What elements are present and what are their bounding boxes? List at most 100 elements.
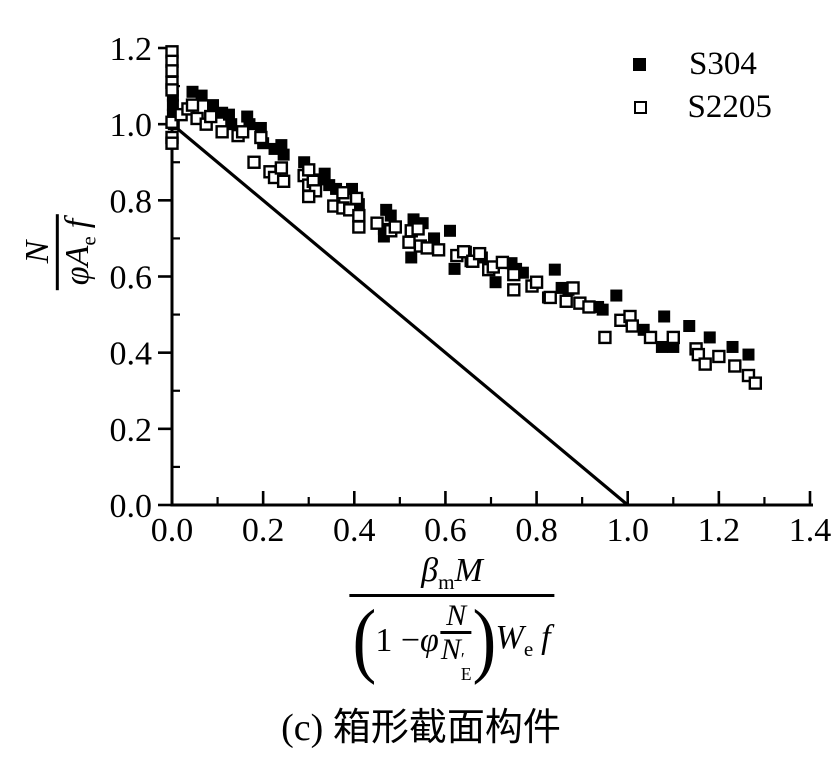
data-point-s304 <box>384 209 397 222</box>
data-point-s304 <box>318 167 331 180</box>
data-point-s304 <box>243 118 256 131</box>
axis-ticks <box>158 46 812 507</box>
x-tick-label: 1.0 <box>606 512 649 549</box>
data-point-s2205 <box>507 283 521 297</box>
data-point-s2205 <box>748 376 763 390</box>
We-f-term: We f <box>495 619 551 662</box>
data-point-s2205 <box>247 155 261 169</box>
subfigure-caption: (c) 箱形截面构件 <box>281 707 561 749</box>
data-point-s304 <box>277 148 290 161</box>
data-point-s2205 <box>559 294 573 308</box>
data-point-s2205 <box>598 330 612 345</box>
inner-fraction-N-over-NE: N N ′ E <box>440 598 472 684</box>
y-tick-label: 0.8 <box>110 183 153 220</box>
data-point-s2205 <box>712 349 726 364</box>
data-point-s2205 <box>204 109 218 124</box>
y-tick-label: 0.0 <box>110 488 153 525</box>
data-point-s2205 <box>254 130 268 145</box>
legend-item-s304: S304 <box>633 47 772 81</box>
data-point-s2205 <box>495 255 510 270</box>
data-point-s304 <box>655 340 668 353</box>
data-point-s2205 <box>431 243 446 257</box>
data-point-s304 <box>610 289 623 302</box>
close-paren: ) <box>472 593 497 687</box>
x-tick-label: 0.0 <box>151 512 194 549</box>
y-tick-label: 0.2 <box>110 412 153 449</box>
data-point-s2205 <box>466 254 480 268</box>
data-point-s2205 <box>666 330 680 345</box>
data-point-s2205 <box>165 64 179 78</box>
data-point-s2205 <box>370 216 384 230</box>
fraction-bar <box>349 593 555 597</box>
open-paren: ( <box>352 593 377 687</box>
x-axis-label: βmM ( 1 −φ N N ′ E ) We f <box>349 552 555 682</box>
y-label-numerator: N <box>18 240 56 264</box>
data-point-s304 <box>489 276 502 289</box>
data-point-s304 <box>222 108 235 121</box>
axis-tick-labels: 0.0 0.2 0.4 0.6 0.8 1.0 1.2 1.4 0.0 0.2 0.4 0.6 0.8 1… <box>110 31 832 549</box>
data-point-s2205 <box>691 347 706 362</box>
legend-item-s2205: S2205 <box>633 90 772 124</box>
data-point-s2205 <box>507 267 521 282</box>
data-point-s2205 <box>698 357 712 371</box>
y-tick-label: 0.4 <box>110 336 153 373</box>
data-point-s304 <box>225 118 238 131</box>
x-label-denominator: ( 1 −φ N N ′ E ) We f <box>349 597 554 682</box>
data-point-s2205 <box>388 220 402 234</box>
data-point-s304 <box>726 340 739 353</box>
data-point-s2205 <box>215 125 229 139</box>
data-point-s2205 <box>420 241 434 255</box>
data-point-s304 <box>275 139 288 152</box>
data-point-s2205 <box>411 222 425 236</box>
x-tick-label: 1.4 <box>789 512 832 549</box>
data-point-s2205 <box>165 136 179 150</box>
x-tick-label: 0.4 <box>333 512 376 549</box>
data-point-s2205 <box>302 189 316 204</box>
data-point-s2205 <box>582 300 596 314</box>
design-interaction-line <box>170 122 629 507</box>
data-point-s2205 <box>456 245 471 259</box>
data-point-s2205 <box>566 281 580 295</box>
data-point-s2205 <box>352 220 366 234</box>
data-point-s304 <box>658 310 671 323</box>
data-point-s2205 <box>728 359 742 373</box>
y-tick-label: 1.2 <box>110 31 153 68</box>
y-tick-label: 0.6 <box>110 260 153 297</box>
data-point-s2205 <box>336 186 350 200</box>
series-s304-points <box>166 85 755 361</box>
data-point-s2205 <box>352 208 366 223</box>
legend: S304 S2205 <box>633 47 772 124</box>
data-point-s2205 <box>165 115 179 129</box>
data-point-s304 <box>742 348 755 361</box>
data-point-s2205 <box>349 191 364 206</box>
data-point-s304 <box>703 331 716 344</box>
legend-label: S2205 <box>687 88 772 125</box>
data-point-s2205 <box>625 319 639 333</box>
data-point-s304 <box>548 263 561 276</box>
x-label-numerator: βmM <box>421 552 483 594</box>
data-point-s2205 <box>543 290 557 305</box>
data-point-s2205 <box>276 174 291 188</box>
x-tick-label: 1.2 <box>698 512 741 549</box>
data-point-s304 <box>683 320 696 333</box>
data-point-s2205 <box>165 83 179 97</box>
filled-square-marker-icon <box>633 57 646 71</box>
series-s2205-points <box>165 45 763 390</box>
data-point-s2205 <box>529 275 544 289</box>
y-label-denominator: φAef <box>59 218 102 286</box>
data-point-s304 <box>443 224 456 237</box>
open-square-marker-icon <box>633 100 647 114</box>
data-point-s2205 <box>274 161 289 175</box>
data-point-s2205 <box>235 125 250 139</box>
x-tick-label: 0.8 <box>515 512 558 549</box>
y-tick-label: 1.0 <box>110 107 153 144</box>
data-point-s304 <box>207 99 220 112</box>
data-point-s2205 <box>302 163 316 177</box>
data-point-s2205 <box>741 368 756 383</box>
data-point-s304 <box>448 262 461 275</box>
reference-line <box>170 122 629 507</box>
data-point-s304 <box>405 251 418 264</box>
x-tick-label: 0.6 <box>424 512 467 549</box>
